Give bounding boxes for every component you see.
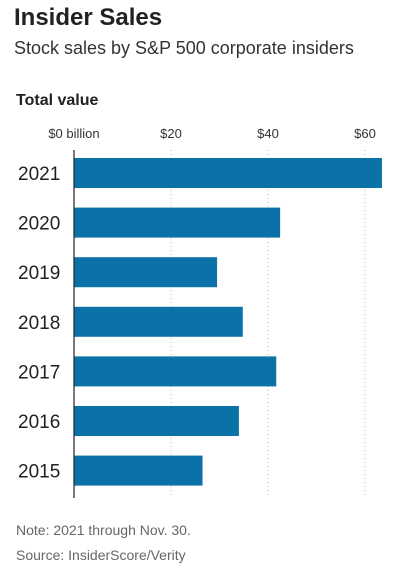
bar (74, 356, 277, 387)
bar (74, 207, 281, 238)
category-label: 2018 (18, 313, 60, 334)
category-label: 2016 (18, 412, 60, 433)
x-tick-label: $0 billion (48, 126, 99, 141)
category-label: 2017 (18, 362, 60, 383)
x-tick-label: $20 (160, 126, 182, 141)
bar (74, 306, 243, 337)
bar (74, 455, 203, 486)
source-line: Source: InsiderScore/Verity (16, 547, 186, 563)
category-label: 2020 (18, 214, 60, 235)
footnote: Note: 2021 through Nov. 30. (16, 522, 191, 538)
chart-title: Insider Sales (14, 4, 163, 31)
category-label: 2021 (18, 164, 60, 185)
x-tick-label: $40 (257, 126, 279, 141)
bar (74, 158, 382, 188)
bar (74, 406, 239, 436)
bar (74, 257, 218, 288)
category-label: 2019 (18, 263, 60, 284)
chart-subtitle: Stock sales by S&P 500 corporate insider… (14, 38, 354, 58)
chart-section-label: Total value (16, 92, 99, 109)
x-tick-label: $60 (354, 126, 376, 141)
category-label: 2015 (18, 462, 60, 483)
